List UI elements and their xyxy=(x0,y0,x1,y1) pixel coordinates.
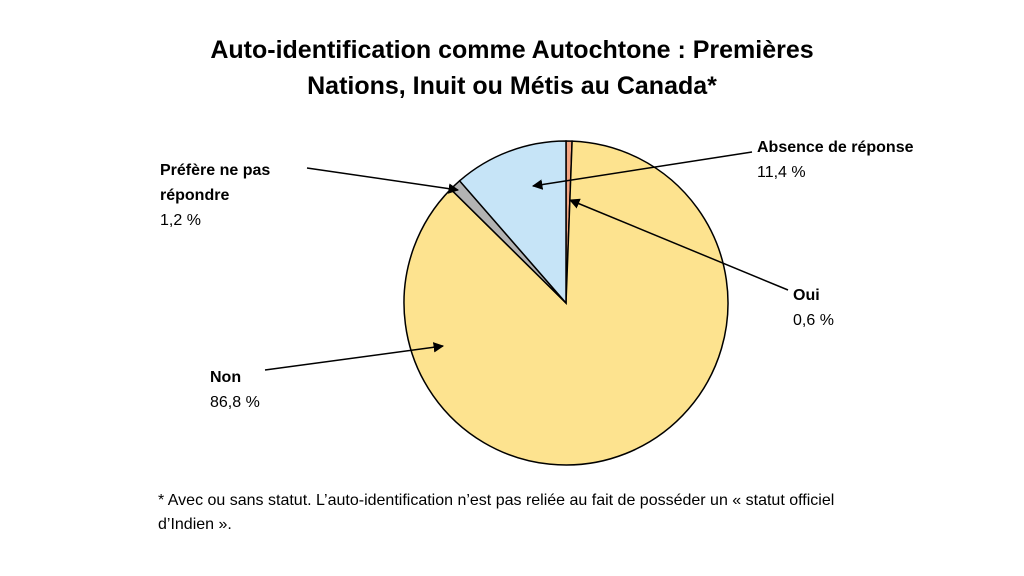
chart-title: Auto-identification comme Autochtone : P… xyxy=(210,36,814,64)
slice-label: Oui 0,6 % xyxy=(793,283,933,333)
slice-label: Non 86,8 % xyxy=(210,365,350,415)
footnote: d’Indien ». xyxy=(158,516,232,533)
value-label: 11,4 % xyxy=(757,164,806,181)
value-label: 0,6 % xyxy=(793,312,834,329)
value-label: 86,8 % xyxy=(210,394,260,411)
leader-line xyxy=(264,342,445,371)
category-label: Absence de réponse xyxy=(757,139,914,156)
category-label: Non xyxy=(210,369,242,386)
value-label: 1,2 % xyxy=(160,212,201,229)
slice-label: Préfère ne pas répondre 1,2 % xyxy=(160,158,300,233)
leader-line xyxy=(569,198,789,291)
category-label: Préfère ne pas répondre xyxy=(160,162,271,204)
footnote: * Avec ou sans statut. L’auto-identifica… xyxy=(158,492,835,509)
chart-title: Nations, Inuit ou Métis au Canada* xyxy=(307,72,717,100)
category-label: Oui xyxy=(793,287,820,304)
leader-line xyxy=(531,151,753,190)
slice-label: Absence de réponse 11,4 % xyxy=(757,135,977,185)
leader-line xyxy=(306,167,460,194)
